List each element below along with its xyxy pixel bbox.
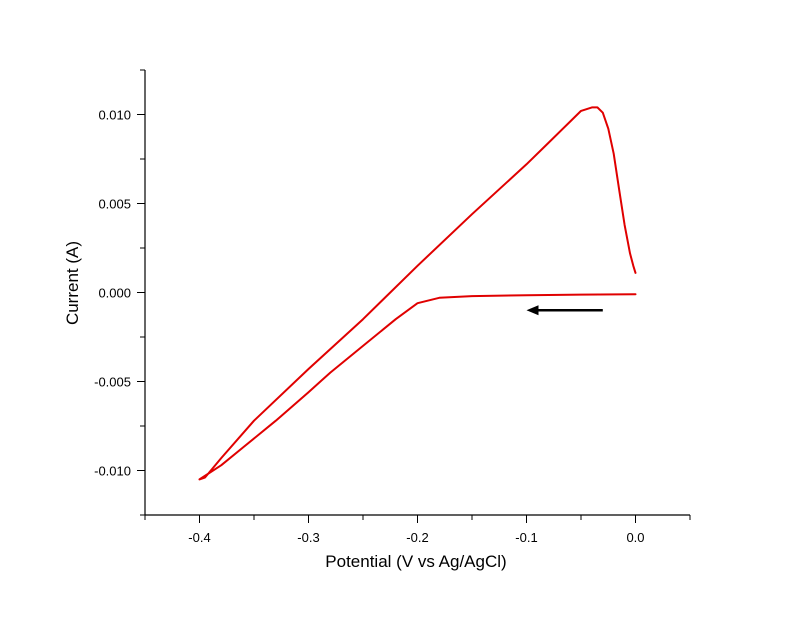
x-tick-label: -0.3 <box>297 530 319 545</box>
series <box>198 106 637 481</box>
y-tick-label: 0.005 <box>98 197 131 212</box>
y-axis-label: Current (A) <box>63 241 82 325</box>
x-axis-label: Potential (V vs Ag/AgCl) <box>325 552 506 571</box>
x-tick-label: -0.2 <box>406 530 428 545</box>
y-tick-label: -0.010 <box>94 464 131 479</box>
y-tick-label: 0.000 <box>98 286 131 301</box>
x-tick-label: -0.4 <box>188 530 210 545</box>
series-line-0 <box>198 106 637 481</box>
scan-direction-arrow-head <box>526 305 539 316</box>
x-tick-label: 0.0 <box>626 530 644 545</box>
annotations <box>526 305 603 316</box>
tick-labels: -0.4 -0.3 -0.2 -0.1 0.0 -0.010 -0.005 0.000 0.00… <box>94 108 644 546</box>
ticks <box>137 69 691 523</box>
x-tick-label: -0.1 <box>515 530 537 545</box>
y-tick-label: 0.010 <box>98 108 131 123</box>
axes <box>144 70 690 516</box>
y-tick-label: -0.005 <box>94 375 131 390</box>
